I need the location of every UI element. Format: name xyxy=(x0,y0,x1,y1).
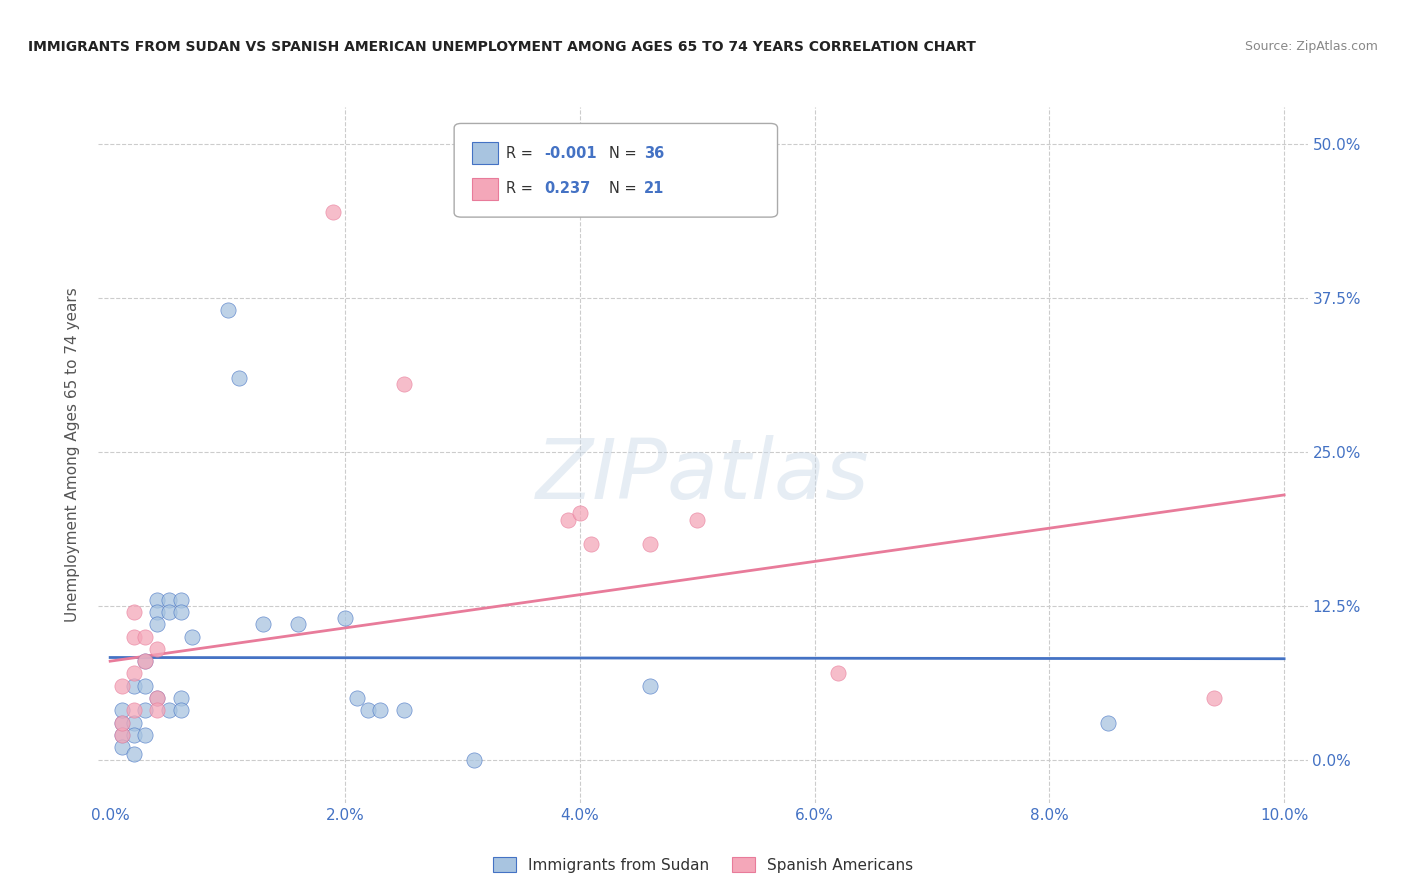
Point xyxy=(368,703,391,717)
Point xyxy=(111,679,134,693)
Point xyxy=(146,605,169,619)
Text: Source: ZipAtlas.com: Source: ZipAtlas.com xyxy=(1244,40,1378,54)
Text: 36: 36 xyxy=(644,145,664,161)
Point xyxy=(557,512,579,526)
Point xyxy=(463,753,485,767)
Text: R =: R = xyxy=(506,181,537,196)
Point xyxy=(1097,715,1119,730)
Point xyxy=(157,605,180,619)
Point xyxy=(217,303,239,318)
Point xyxy=(169,691,191,706)
Text: IMMIGRANTS FROM SUDAN VS SPANISH AMERICAN UNEMPLOYMENT AMONG AGES 65 TO 74 YEARS: IMMIGRANTS FROM SUDAN VS SPANISH AMERICA… xyxy=(28,40,976,54)
Point xyxy=(346,691,368,706)
Point xyxy=(638,679,661,693)
Point xyxy=(122,630,145,644)
Text: 21: 21 xyxy=(644,181,664,196)
Point xyxy=(827,666,849,681)
Point xyxy=(122,715,145,730)
Point xyxy=(122,666,145,681)
Point xyxy=(146,592,169,607)
Text: N =: N = xyxy=(609,181,641,196)
Text: 0.237: 0.237 xyxy=(544,181,591,196)
Point xyxy=(169,703,191,717)
Text: N =: N = xyxy=(609,145,641,161)
Point xyxy=(169,592,191,607)
Point xyxy=(111,703,134,717)
Point xyxy=(122,703,145,717)
Point xyxy=(122,747,145,761)
Point xyxy=(111,740,134,755)
Legend: Immigrants from Sudan, Spanish Americans: Immigrants from Sudan, Spanish Americans xyxy=(486,850,920,879)
Point xyxy=(181,630,204,644)
Point xyxy=(392,377,415,392)
Point xyxy=(146,691,169,706)
Point xyxy=(568,507,591,521)
Point xyxy=(157,592,180,607)
Point xyxy=(357,703,380,717)
Point xyxy=(134,630,156,644)
Point xyxy=(134,654,156,668)
Text: -0.001: -0.001 xyxy=(544,145,596,161)
Point xyxy=(111,715,134,730)
Point xyxy=(686,512,709,526)
Point xyxy=(111,728,134,742)
Point xyxy=(111,728,134,742)
Point xyxy=(122,728,145,742)
Point xyxy=(169,605,191,619)
Point xyxy=(111,715,134,730)
Point xyxy=(157,703,180,717)
Y-axis label: Unemployment Among Ages 65 to 74 years: Unemployment Among Ages 65 to 74 years xyxy=(65,287,80,623)
Point xyxy=(638,537,661,551)
Point xyxy=(134,654,156,668)
Point xyxy=(146,691,169,706)
Point xyxy=(228,371,250,385)
Point xyxy=(122,605,145,619)
Point xyxy=(581,537,603,551)
Point xyxy=(134,679,156,693)
Point xyxy=(252,617,274,632)
Point xyxy=(322,204,344,219)
Point xyxy=(122,679,145,693)
Text: ZIPatlas: ZIPatlas xyxy=(536,435,870,516)
Text: R =: R = xyxy=(506,145,537,161)
Point xyxy=(134,728,156,742)
Point xyxy=(146,617,169,632)
Point xyxy=(1202,691,1225,706)
Point xyxy=(146,641,169,656)
Point xyxy=(146,703,169,717)
Point xyxy=(392,703,415,717)
Point xyxy=(134,703,156,717)
Point xyxy=(287,617,309,632)
Point xyxy=(333,611,356,625)
